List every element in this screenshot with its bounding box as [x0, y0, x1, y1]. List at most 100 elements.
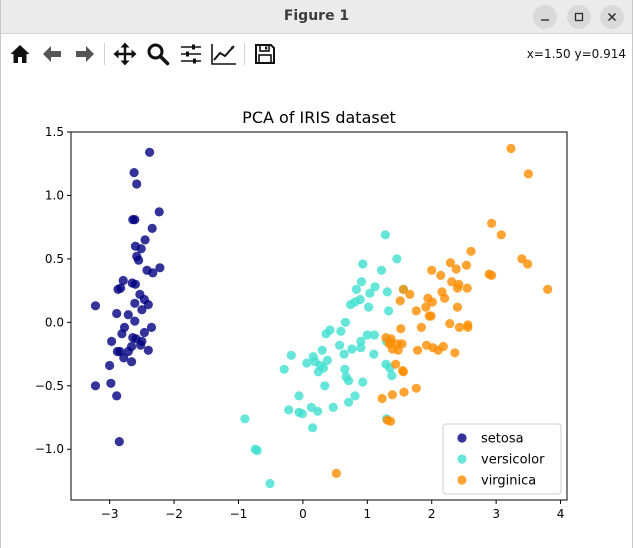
data-point-virginica: [452, 283, 463, 293]
data-point-versicolor: [308, 423, 318, 433]
data-point-versicolor: [313, 406, 323, 416]
sliders-icon: [181, 44, 201, 64]
figure-canvas[interactable]: PCA of IRIS dataset −3 −2 −1 0 1 2 3 4 1.5 1.0 0.5 0…: [1, 76, 632, 548]
data-point-versicolor: [358, 377, 368, 387]
data-point-virginica: [523, 169, 534, 179]
data-point-versicolor: [279, 364, 289, 374]
data-point-versicolor: [322, 355, 332, 365]
y-tick-label: −0.5: [35, 379, 64, 393]
data-point-virginica: [487, 218, 497, 228]
data-point-versicolor: [297, 409, 307, 419]
data-point-virginica: [428, 343, 438, 353]
home-button[interactable]: [6, 40, 34, 68]
x-tick-label: 3: [492, 507, 500, 521]
x-tick-label: −3: [101, 507, 119, 521]
data-point-setosa: [90, 381, 101, 391]
data-point-setosa: [139, 327, 149, 338]
data-point-versicolor: [384, 306, 394, 316]
minimize-icon: [541, 19, 549, 21]
data-point-setosa: [105, 360, 115, 371]
arrow-left-icon: [43, 46, 61, 62]
data-point-virginica: [445, 258, 455, 268]
x-tick-label: 1: [363, 507, 371, 521]
data-point-versicolor: [347, 344, 357, 354]
toolbar-separator: [244, 43, 245, 65]
data-point-virginica: [398, 367, 408, 377]
data-point-virginica: [405, 289, 415, 299]
magnifier-icon: [147, 43, 170, 66]
data-point-setosa: [137, 305, 147, 315]
data-point-virginica: [411, 306, 421, 316]
data-point-versicolor: [302, 358, 312, 368]
data-point-setosa: [155, 263, 165, 273]
data-point-versicolor: [356, 277, 367, 287]
y-tick-label: 0.5: [45, 252, 64, 266]
data-point-versicolor: [387, 371, 397, 381]
arrow-right-icon: [76, 46, 94, 62]
close-button[interactable]: [600, 5, 624, 29]
zoom-button[interactable]: [144, 40, 172, 68]
data-point-virginica: [461, 260, 472, 270]
y-tick-label: 0.0: [45, 315, 64, 329]
maximize-button[interactable]: [567, 5, 591, 29]
title-bar[interactable]: Figure 1: [1, 0, 632, 34]
data-point-virginica: [399, 387, 409, 397]
data-point-virginica: [466, 246, 476, 256]
data-point-setosa: [113, 284, 123, 294]
data-point-setosa: [154, 207, 164, 217]
data-point-versicolor: [365, 288, 375, 298]
data-point-versicolor: [286, 350, 296, 360]
data-point-setosa: [147, 223, 157, 233]
home-icon: [10, 45, 30, 63]
data-point-setosa: [136, 340, 146, 350]
data-point-virginica: [436, 270, 446, 280]
data-point-virginica: [395, 296, 405, 306]
pan-button[interactable]: [111, 40, 139, 68]
minimize-button[interactable]: [533, 5, 557, 29]
x-tick-label: 0: [299, 507, 307, 521]
data-point-virginica: [462, 283, 472, 293]
legend-marker-setosa: [457, 433, 467, 443]
data-point-versicolor: [339, 349, 349, 359]
configure-subplots-button[interactable]: [177, 40, 205, 68]
data-point-versicolor: [310, 357, 320, 367]
data-point-versicolor: [284, 405, 294, 415]
data-point-virginica: [427, 297, 437, 307]
data-point-setosa: [127, 357, 137, 367]
data-point-versicolor: [346, 300, 356, 310]
floppy-disk-icon: [255, 44, 275, 64]
data-point-setosa: [117, 329, 127, 339]
data-point-setosa: [106, 378, 116, 388]
data-point-versicolor: [362, 330, 372, 340]
legend-label-virginica: virginica: [481, 474, 536, 489]
data-point-setosa: [136, 244, 146, 254]
data-point-virginica: [451, 264, 461, 274]
data-point-setosa: [132, 179, 142, 189]
data-point-versicolor: [313, 367, 323, 377]
edit-axis-button[interactable]: [210, 40, 238, 68]
data-point-setosa: [90, 301, 101, 311]
window-title: Figure 1: [283, 8, 350, 24]
scatter-plot[interactable]: PCA of IRIS dataset −3 −2 −1 0 1 2 3 4 1.5 1.0 0.5 0…: [1, 76, 632, 548]
data-point-versicolor: [252, 445, 262, 456]
data-point-setosa: [107, 336, 117, 346]
forward-button[interactable]: [71, 40, 99, 68]
legend-label-setosa: setosa: [481, 432, 524, 447]
chart-title: PCA of IRIS dataset: [242, 108, 396, 127]
data-point-virginica: [331, 468, 341, 478]
line-chart-icon: [211, 44, 236, 65]
legend-box: [442, 423, 562, 495]
data-point-setosa: [143, 300, 153, 310]
data-point-versicolor: [340, 364, 350, 374]
data-point-versicolor: [351, 284, 361, 294]
back-button[interactable]: [38, 40, 66, 68]
save-button[interactable]: [251, 40, 279, 68]
data-point-versicolor: [294, 391, 304, 401]
cursor-coordinates: x=1.50 y=0.914: [526, 47, 626, 61]
data-point-virginica: [440, 293, 450, 303]
data-point-versicolor: [356, 336, 366, 346]
data-point-virginica: [523, 259, 533, 269]
data-point-versicolor: [335, 340, 345, 350]
data-point-versicolor: [358, 259, 368, 269]
data-point-setosa: [143, 345, 153, 355]
